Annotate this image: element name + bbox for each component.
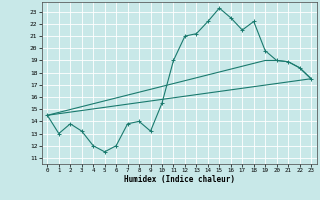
X-axis label: Humidex (Indice chaleur): Humidex (Indice chaleur) (124, 175, 235, 184)
